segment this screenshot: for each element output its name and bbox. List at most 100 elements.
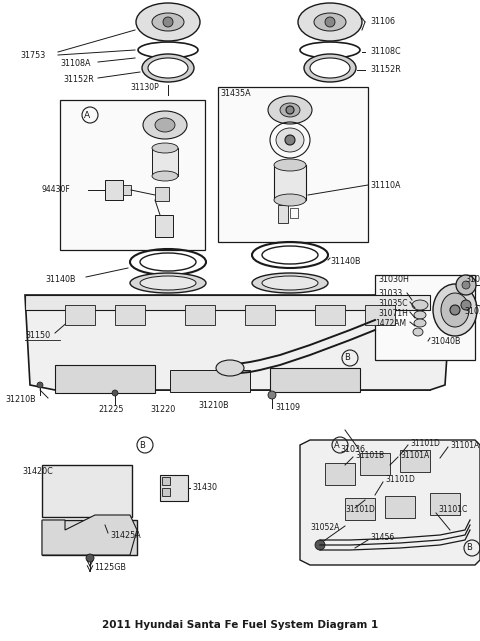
- Text: 31101B: 31101B: [355, 451, 384, 460]
- Ellipse shape: [274, 159, 306, 171]
- Text: 31071H: 31071H: [378, 308, 408, 317]
- Ellipse shape: [280, 103, 300, 117]
- Circle shape: [37, 382, 43, 388]
- Polygon shape: [25, 295, 450, 390]
- Bar: [400, 450, 430, 472]
- Bar: [274, 165, 306, 200]
- Bar: [278, 205, 288, 223]
- Bar: [42, 465, 132, 517]
- Text: 1472AM: 1472AM: [375, 319, 406, 328]
- Text: 31220: 31220: [150, 406, 175, 415]
- Text: 31108A: 31108A: [60, 60, 91, 69]
- Text: 31109: 31109: [275, 403, 300, 413]
- Ellipse shape: [142, 54, 194, 82]
- Ellipse shape: [140, 276, 196, 290]
- Polygon shape: [42, 515, 137, 555]
- Text: 31101A: 31101A: [400, 451, 429, 460]
- Bar: [315, 305, 345, 325]
- Text: 31101D: 31101D: [345, 506, 375, 515]
- Bar: [345, 498, 375, 520]
- Ellipse shape: [274, 194, 306, 206]
- Circle shape: [268, 391, 276, 399]
- Bar: [155, 215, 173, 237]
- Bar: [42, 520, 137, 555]
- Text: 31152R: 31152R: [63, 76, 94, 85]
- Text: 31210B: 31210B: [5, 395, 36, 404]
- Bar: [105, 180, 123, 200]
- Circle shape: [86, 554, 94, 562]
- Ellipse shape: [136, 3, 200, 41]
- Text: 31040B: 31040B: [430, 338, 460, 347]
- Bar: [60, 100, 205, 250]
- Text: 31108C: 31108C: [370, 47, 401, 56]
- Text: 31150: 31150: [25, 331, 50, 340]
- Ellipse shape: [414, 319, 426, 327]
- Bar: [218, 87, 368, 242]
- Ellipse shape: [310, 58, 350, 78]
- Ellipse shape: [155, 118, 175, 132]
- Bar: [162, 477, 170, 485]
- Text: 31101D: 31101D: [410, 438, 440, 447]
- Text: 31101D: 31101D: [385, 476, 415, 485]
- Circle shape: [315, 540, 325, 550]
- Text: A: A: [84, 110, 90, 119]
- Ellipse shape: [252, 273, 328, 293]
- Bar: [430, 493, 460, 515]
- Text: B: B: [466, 544, 472, 553]
- Text: 31130P: 31130P: [130, 83, 159, 92]
- Circle shape: [112, 390, 118, 396]
- Text: 31106: 31106: [370, 17, 395, 26]
- Text: 31435A: 31435A: [220, 88, 251, 97]
- Bar: [160, 475, 188, 501]
- Ellipse shape: [148, 58, 188, 78]
- Bar: [65, 305, 95, 325]
- Bar: [270, 368, 360, 392]
- Circle shape: [285, 135, 295, 145]
- Bar: [365, 305, 395, 325]
- Ellipse shape: [414, 311, 426, 319]
- Circle shape: [286, 106, 294, 114]
- Ellipse shape: [216, 360, 244, 376]
- Text: 31753: 31753: [20, 51, 45, 60]
- Bar: [375, 275, 475, 360]
- Bar: [155, 187, 169, 201]
- Bar: [170, 370, 250, 392]
- Bar: [115, 305, 145, 325]
- Ellipse shape: [140, 253, 196, 271]
- Circle shape: [325, 17, 335, 27]
- Bar: [162, 488, 170, 496]
- Ellipse shape: [143, 111, 187, 139]
- Polygon shape: [300, 440, 480, 565]
- Text: 1125GB: 1125GB: [94, 563, 126, 572]
- Bar: [290, 208, 298, 218]
- Text: B: B: [344, 353, 350, 363]
- Ellipse shape: [152, 13, 184, 31]
- Ellipse shape: [433, 284, 477, 336]
- Circle shape: [462, 281, 470, 289]
- Text: 31140B: 31140B: [45, 276, 75, 285]
- Bar: [123, 185, 131, 195]
- Ellipse shape: [152, 171, 178, 181]
- Text: 31036: 31036: [340, 445, 365, 454]
- Circle shape: [450, 305, 460, 315]
- Ellipse shape: [262, 276, 318, 290]
- Text: 31052A: 31052A: [310, 524, 339, 533]
- Text: 31110A: 31110A: [370, 181, 400, 190]
- Ellipse shape: [276, 128, 304, 152]
- Ellipse shape: [262, 246, 318, 264]
- Ellipse shape: [268, 96, 312, 124]
- Text: 94430F: 94430F: [42, 185, 71, 194]
- Text: 31425A: 31425A: [110, 531, 141, 540]
- Text: 21225: 21225: [98, 406, 123, 415]
- Text: 31033: 31033: [378, 288, 402, 297]
- Polygon shape: [25, 295, 430, 310]
- Text: B: B: [139, 440, 145, 449]
- Text: A: A: [334, 440, 340, 449]
- Text: 31101A: 31101A: [450, 440, 479, 449]
- Text: 31210B: 31210B: [198, 401, 228, 410]
- Bar: [152, 148, 178, 176]
- Text: 31420C: 31420C: [22, 467, 53, 476]
- Text: 31140B: 31140B: [330, 258, 360, 267]
- Text: 31030H: 31030H: [378, 276, 409, 285]
- Text: 31010: 31010: [465, 276, 480, 285]
